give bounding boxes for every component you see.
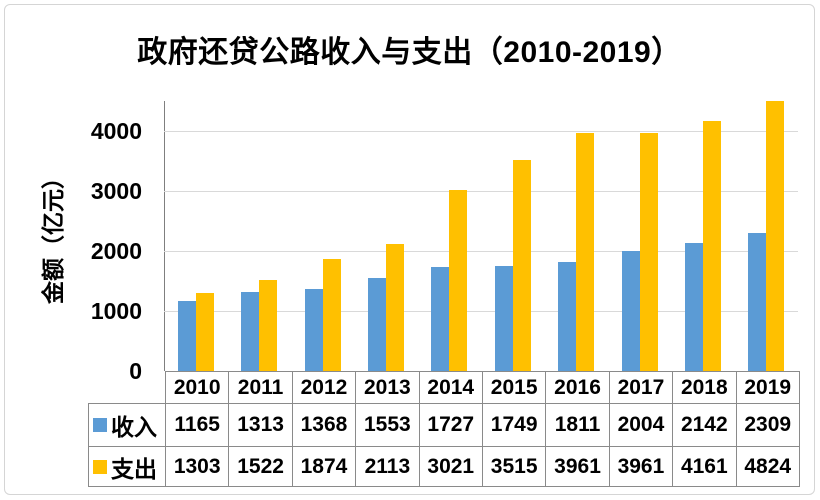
legend-swatch-expense bbox=[93, 459, 107, 474]
value-cell: 3021 bbox=[418, 446, 483, 487]
value-cell: 4824 bbox=[735, 446, 800, 487]
value-cell: 2309 bbox=[735, 403, 800, 447]
bar-income-2012 bbox=[304, 288, 323, 371]
bar-income-2013 bbox=[367, 277, 386, 371]
value-cell: 1727 bbox=[418, 403, 483, 447]
year-cell: 2016 bbox=[545, 371, 610, 404]
value-cell: 2113 bbox=[355, 446, 420, 487]
value-cell: 1303 bbox=[164, 446, 230, 487]
value-cell: 1368 bbox=[291, 403, 357, 447]
bar-income-2010 bbox=[177, 301, 196, 371]
bar-expense-2012 bbox=[322, 258, 341, 371]
gridline bbox=[164, 190, 798, 192]
y-tick-label: 1000 bbox=[90, 298, 142, 324]
year-cell: 2011 bbox=[228, 371, 293, 404]
chart-frame: 政府还贷公路收入与支出（2010-2019） 金额（亿元） 0 1000 2000 3… bbox=[4, 4, 815, 495]
bar-expense-2015 bbox=[512, 160, 531, 371]
bar-income-2011 bbox=[241, 292, 260, 371]
gridline bbox=[164, 250, 798, 252]
series-name: 收入 bbox=[111, 414, 157, 440]
bar-expense-2019 bbox=[766, 101, 785, 371]
y-tick-label: 3000 bbox=[90, 178, 142, 204]
legend-swatch-income bbox=[93, 418, 107, 432]
value-cell: 1553 bbox=[355, 403, 420, 447]
value-cell: 1313 bbox=[228, 403, 293, 447]
y-tick-label: 0 bbox=[129, 358, 142, 384]
bar-income-2015 bbox=[494, 266, 513, 371]
value-cell: 4161 bbox=[672, 446, 737, 487]
bar-expense-2018 bbox=[702, 121, 721, 371]
bar-expense-2011 bbox=[259, 279, 278, 371]
value-cell: 1811 bbox=[545, 403, 610, 447]
year-cell: 2010 bbox=[164, 371, 230, 404]
legend-cell-expense: 支出 bbox=[88, 446, 166, 487]
value-cell: 1522 bbox=[228, 446, 293, 487]
year-cell: 2019 bbox=[735, 371, 800, 404]
chart-title: 政府还贷公路收入与支出（2010-2019） bbox=[137, 36, 682, 69]
gridline bbox=[164, 130, 798, 132]
data-table: 2010 2011 2012 2013 2014 2015 2016 2017 2018 2019… bbox=[88, 371, 800, 487]
year-cell: 2017 bbox=[608, 371, 674, 404]
y-tick-label: 4000 bbox=[90, 118, 142, 144]
value-cell: 1874 bbox=[291, 446, 357, 487]
y-axis-line bbox=[164, 101, 165, 371]
value-cell: 3515 bbox=[481, 446, 547, 487]
bar-expense-2014 bbox=[449, 189, 468, 371]
legend-cell-income: 收入 bbox=[88, 403, 166, 447]
year-cell: 2015 bbox=[481, 371, 547, 404]
year-cell: 2012 bbox=[291, 371, 357, 404]
bar-income-2018 bbox=[684, 242, 703, 371]
table-corner-blank bbox=[89, 372, 166, 404]
plot-area bbox=[164, 101, 798, 371]
gridline bbox=[164, 310, 798, 312]
bar-income-2017 bbox=[621, 250, 640, 371]
bar-expense-2016 bbox=[576, 133, 595, 371]
bar-expense-2013 bbox=[385, 244, 404, 371]
value-cell: 2142 bbox=[672, 403, 737, 447]
y-tick-label: 2000 bbox=[90, 238, 142, 264]
value-cell: 3961 bbox=[608, 446, 674, 487]
year-cell: 2018 bbox=[672, 371, 737, 404]
year-cell: 2014 bbox=[418, 371, 483, 404]
bar-income-2019 bbox=[748, 232, 767, 371]
value-cell: 1749 bbox=[481, 403, 547, 447]
bar-expense-2017 bbox=[639, 133, 658, 371]
value-cell: 2004 bbox=[608, 403, 674, 447]
series-name: 支出 bbox=[111, 455, 157, 482]
bar-expense-2010 bbox=[195, 292, 214, 371]
year-cell: 2013 bbox=[355, 371, 420, 404]
bar-income-2014 bbox=[431, 267, 450, 371]
value-cell: 1165 bbox=[164, 403, 230, 447]
value-cell: 3961 bbox=[545, 446, 610, 487]
bar-income-2016 bbox=[558, 262, 577, 371]
